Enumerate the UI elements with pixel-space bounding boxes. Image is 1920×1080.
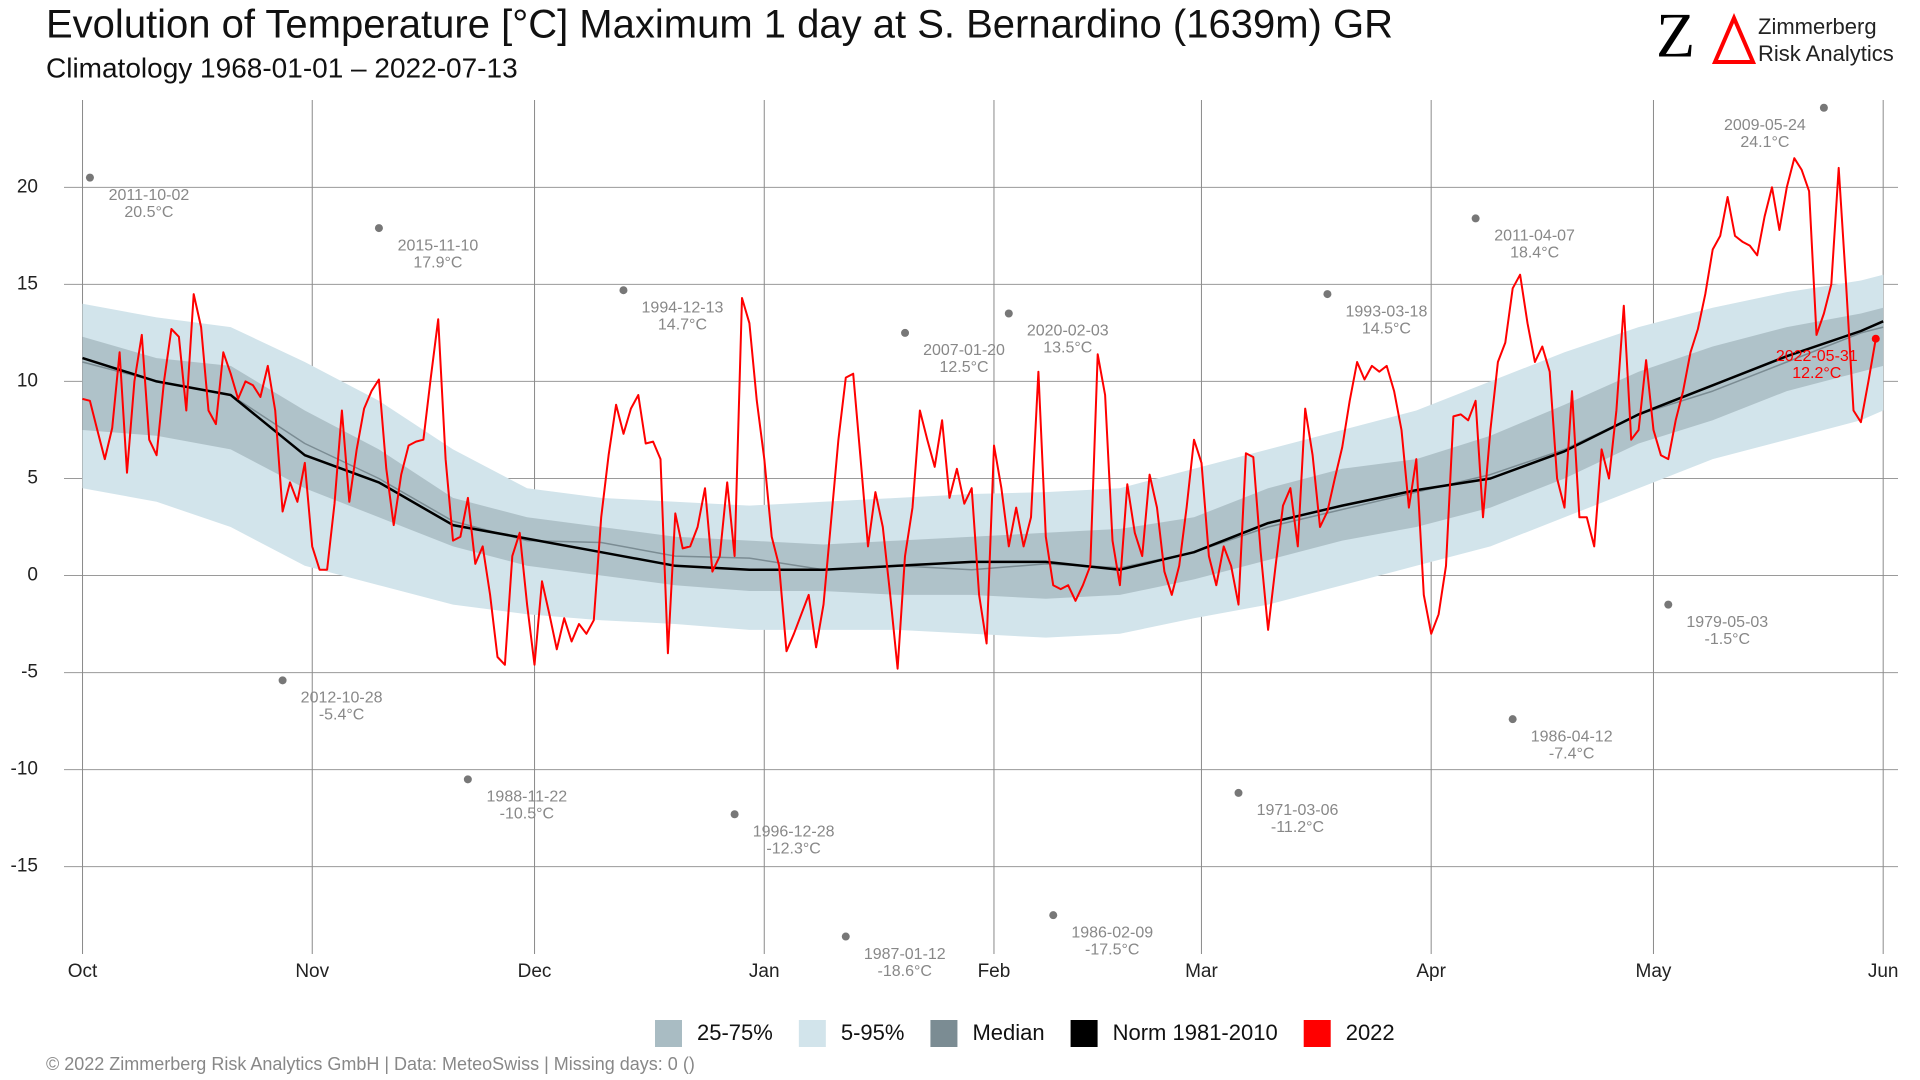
y-tick-label: 0 [27,565,38,586]
record-value: -12.3°C [766,840,820,857]
legend-label: Norm 1981-2010 [1113,1020,1278,1045]
record-value: -18.6°C [878,963,932,980]
chart-title: Evolution of Temperature [°C] Maximum 1 … [46,3,1393,47]
y-tick-label: -15 [11,856,38,877]
legend-swatch [655,1020,682,1047]
record-date: 1971-03-06 [1257,802,1339,819]
record-value: 12.5°C [939,359,988,376]
record-date: 2022-05-31 [1776,348,1858,365]
record-date: 2020-02-03 [1027,323,1109,340]
record-point [1664,600,1673,609]
record-value: 14.7°C [658,316,707,333]
record-point [619,286,628,295]
record-date: 1986-04-12 [1531,728,1613,745]
legend-label: 25-75% [697,1020,773,1045]
x-tick-label: Oct [68,961,98,982]
y-tick-label: 20 [17,176,38,197]
record-value: 24.1°C [1740,134,1789,151]
record-date: 2012-10-28 [301,690,383,707]
record-point [1871,334,1880,343]
record-point [730,810,739,819]
plot-area: -15 -10 -5 0 5 10 15 20 Oct Nov Dec Jan Feb Mar Apr May… [11,100,1899,982]
legend-label: Median [972,1020,1044,1045]
record-value: 18.4°C [1510,245,1559,262]
record-point [278,676,287,685]
logo: Z Zimmerberg Risk Analytics [1656,0,1894,71]
series-line [82,157,1877,670]
record-date: 1988-11-22 [487,789,568,806]
legend-swatch [798,1020,826,1047]
logo-mark: Z [1656,0,1695,71]
record-date: 2015-11-10 [398,237,479,254]
footer: © 2022 Zimmerberg Risk Analytics GmbH | … [46,1054,695,1074]
record-value: -1.5°C [1705,631,1751,648]
record-date: 1994-12-13 [642,299,724,316]
x-tick-label: Apr [1416,961,1446,982]
record-point [1471,214,1480,223]
chart-subtitle: Climatology 1968-01-01 – 2022-07-13 [46,52,518,83]
record-date: 2007-01-20 [923,342,1005,359]
x-tick-label: Feb [978,961,1011,982]
record-value: -10.5°C [500,806,554,823]
x-tick-label: Jun [1868,961,1899,982]
record-date: 1993-03-18 [1346,303,1428,320]
record-date: 2009-05-24 [1724,117,1806,134]
record-point [374,224,383,233]
legend: 25-75% 5-95% Median Norm 1981-2010 2022 [655,1020,1395,1047]
record-point [463,775,472,784]
record-date: 1996-12-28 [753,823,835,840]
logo-text: Zimmerberg [1758,14,1877,39]
x-tick-label: Dec [518,961,552,982]
legend-label: 5-95% [841,1020,905,1045]
record-point [1049,911,1058,920]
x-tick-label: Nov [295,961,329,982]
logo-triangle [1711,12,1757,64]
record-point [1819,103,1828,112]
y-tick-label: 15 [17,273,38,294]
y-tick-label: 5 [27,467,38,488]
record-point [1323,290,1332,299]
record-value: 17.9°C [413,254,462,271]
record-point [1004,309,1013,318]
record-value: 12.2°C [1792,365,1841,382]
record-point [901,328,910,337]
x-tick-label: Jan [749,961,780,982]
record-date: 1987-01-12 [864,946,946,963]
series-line [82,320,1884,571]
record-point [841,932,850,941]
record-value: 20.5°C [124,204,173,221]
record-date: 2011-04-07 [1494,228,1575,245]
y-tick-label: -10 [11,759,38,780]
record-value: 13.5°C [1043,340,1092,357]
record-date: 2011-10-02 [109,187,190,204]
record-date: 1979-05-03 [1686,614,1768,631]
record-value: -5.4°C [319,707,365,724]
record-value: -11.2°C [1271,819,1324,836]
legend-swatch [1070,1020,1098,1047]
record-value: -17.5°C [1085,941,1139,958]
record-date: 1986-02-09 [1071,924,1153,941]
record-point [85,173,94,182]
record-value: -7.4°C [1549,745,1595,762]
x-tick-label: May [1636,961,1672,982]
legend-swatch [930,1020,958,1047]
record-value: 14.5°C [1362,320,1411,337]
legend-label: 2022 [1346,1020,1395,1045]
x-tick-label: Mar [1185,961,1218,982]
record-point [1234,788,1243,797]
band-area [82,307,1884,599]
logo-text: Risk Analytics [1758,41,1894,66]
record-point [1508,715,1517,724]
legend-swatch [1303,1020,1331,1047]
y-tick-label: -5 [21,662,38,683]
y-tick-label: 10 [17,370,38,391]
